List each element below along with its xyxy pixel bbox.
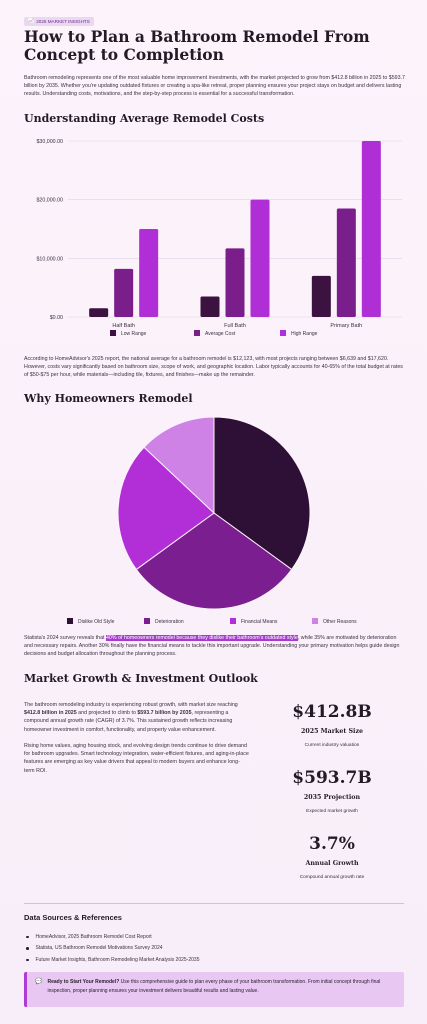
legend-swatch: [194, 330, 200, 336]
legend-label: Other Reasons: [323, 619, 357, 625]
cta-body: Use this comprehensive guide to plan eve…: [47, 979, 381, 994]
bar-low-range: [311, 275, 331, 317]
costs-paragraph: According to HomeAdvisor's 2025 report, …: [24, 356, 403, 379]
motivations-paragraph: Statista's 2024 survey reveals that 40% …: [24, 634, 406, 659]
pie-slice-other-reasons: [143, 416, 215, 515]
growth-paragraph-1: The bathroom remodeling industry is expe…: [24, 701, 250, 734]
sources-heading: Data Sources & References: [24, 913, 122, 922]
chat-icon: 💬: [35, 979, 43, 985]
stat-value: 3.7%: [309, 834, 355, 854]
page-title: How to Plan a Bathroom Remodel From Conc…: [24, 27, 370, 64]
legend-swatch: [280, 330, 286, 336]
pie-slice-dislike-old-style: [213, 416, 311, 571]
stat-sub: Current industry valuation: [304, 743, 360, 748]
bar-average-cost: [336, 208, 356, 317]
stat-value: $593.7B: [292, 768, 372, 788]
source-item: Statista, US Bathroom Remodel Motivation…: [24, 943, 404, 955]
motivations-text-after: , while 35% are motivated by deteriorati…: [24, 635, 400, 658]
stat-sub: Expected market growth: [306, 809, 358, 814]
bullet: [26, 935, 29, 938]
costs-heading: Understanding Average Remodel Costs: [24, 112, 265, 125]
source-text: Statista, US Bathroom Remodel Motivation…: [35, 945, 163, 952]
growth-text-c: and projected to climb to: [76, 710, 138, 717]
x-tick-label: Full Bath: [224, 323, 246, 329]
badge-text: 2025 MARKET INSIGHTS: [36, 19, 90, 24]
stat-card-projection: $593.7B 2035 Projection Expected market …: [268, 768, 396, 814]
bar-low-range: [89, 308, 109, 317]
pie-slice-deterioration: [135, 512, 293, 610]
bullet: [26, 947, 29, 950]
y-tick-label: $20,000.00: [36, 198, 63, 204]
source-item: Future Market Insights, Bathroom Remodel…: [24, 954, 404, 966]
pie-slice-financial-means: [117, 446, 215, 571]
cta-text: Ready to Start Your Remodel? Use this co…: [47, 978, 396, 1007]
legend-swatch: [312, 618, 318, 624]
remodel-cost-bar-chart: $0.00 $10,000.00 $20,000.00 $30,000.00 Half…: [36, 139, 402, 337]
legend-label: Financial Means: [241, 619, 278, 625]
motivations-highlight: 40% of homeowners remodel because they d…: [105, 635, 298, 641]
motivations-text-before: Statista's 2024 survey reveals that: [24, 635, 106, 641]
stat-label: 2035 Projection: [303, 794, 361, 801]
x-tick-label: Half Bath: [112, 323, 135, 329]
y-tick-label: $0.00: [50, 315, 63, 321]
growth-text-b: $412.8 billion in 2025: [24, 710, 77, 717]
y-tick-label: $10,000.00: [36, 256, 63, 262]
section-divider: [24, 903, 404, 904]
stat-value: $412.8B: [292, 702, 372, 722]
legend-label: Dislike Old Style: [78, 619, 115, 625]
growth-heading: Market Growth & Investment Outlook: [24, 672, 258, 685]
growth-text-a: The bathroom remodeling industry is expe…: [24, 702, 238, 708]
market-insights-badge: 📈 2025 MARKET INSIGHTS: [24, 17, 94, 26]
legend-swatch: [110, 330, 116, 336]
growth-paragraph-2: Rising home values, aging housing stock,…: [24, 743, 249, 774]
bullet: [26, 958, 29, 961]
cta-bold: Ready to Start Your Remodel?: [47, 979, 120, 985]
growth-text-e: , representing a compound annual growth …: [24, 710, 233, 733]
bar-average-cost: [225, 248, 245, 317]
source-text: Future Market Insights, Bathroom Remodel…: [35, 956, 200, 963]
stat-sub: Compound annual growth rate: [299, 875, 365, 880]
cta-box: 💬 Ready to Start Your Remodel? Use this …: [24, 972, 404, 1007]
stat-label: 2025 Market Size: [300, 728, 364, 735]
legend-swatch: [67, 618, 73, 624]
intro-paragraph: Bathroom remodeling represents one of th…: [24, 75, 405, 98]
bar-high-range: [139, 229, 159, 317]
stat-label: Annual Growth: [305, 860, 359, 867]
stat-card-growth-rate: 3.7% Annual Growth Compound annual growt…: [268, 834, 396, 880]
bar-low-range: [200, 296, 220, 317]
sources-list: HomeAdvisor, 2025 Bathroom Remodel Cost …: [24, 931, 404, 966]
y-tick-label: $30,000.00: [36, 139, 63, 145]
source-item: HomeAdvisor, 2025 Bathroom Remodel Cost …: [24, 931, 404, 943]
legend-label: High Range: [291, 331, 318, 337]
legend-label: Low Range: [121, 331, 147, 337]
x-tick-label: Primary Bath: [330, 323, 362, 329]
bar-high-range: [361, 141, 381, 317]
legend-swatch: [230, 618, 236, 624]
motivations-heading: Why Homeowners Remodel: [24, 392, 193, 405]
chart-icon: 📈: [28, 18, 35, 24]
bar-average-cost: [114, 268, 134, 317]
legend-label: Average Cost: [205, 331, 236, 337]
remodel-motivation-pie-chart: Dislike Old Style Deterioration Financial …: [67, 416, 357, 625]
legend-swatch: [144, 618, 150, 624]
bar-high-range: [250, 199, 270, 317]
legend-label: Deterioration: [155, 619, 184, 625]
source-text: HomeAdvisor, 2025 Bathroom Remodel Cost …: [35, 933, 152, 940]
stat-card-market-size: $412.8B 2025 Market Size Current industr…: [268, 702, 396, 748]
growth-text-d: $593.7 billion by 2035: [137, 710, 192, 717]
